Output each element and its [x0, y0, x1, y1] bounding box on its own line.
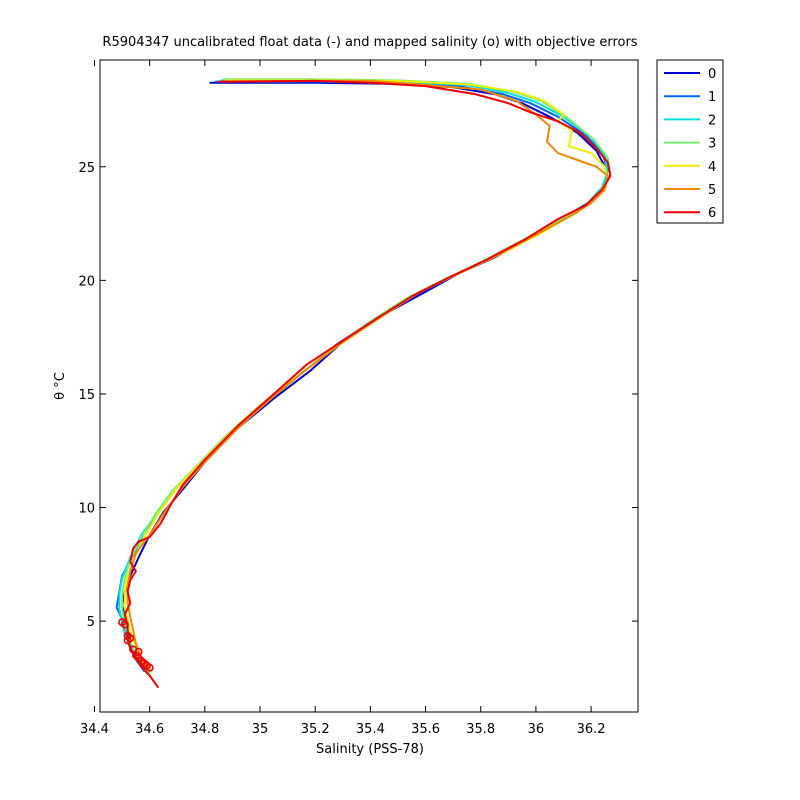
series-line-4: [123, 79, 609, 673]
mapped-points-layer: [118, 618, 154, 672]
x-tick-label: 34.4: [80, 722, 109, 737]
y-tick-label: 10: [78, 502, 95, 517]
y-tick-label: 20: [78, 274, 95, 289]
series-line-1: [115, 80, 609, 673]
x-tick-label: 36: [528, 722, 545, 737]
x-tick-label: 34.6: [135, 722, 164, 737]
x-axis-label: Salinity (PSS-78): [316, 742, 424, 757]
y-axis-label: θ °C: [53, 372, 68, 400]
series-line-6: [123, 79, 612, 688]
chart-title: R5904347 uncalibrated float data (-) and…: [102, 35, 637, 50]
series-line-3: [121, 78, 612, 675]
x-tick-label: 35.4: [356, 722, 385, 737]
legend-label-5: 5: [708, 183, 716, 198]
legend-label-6: 6: [708, 206, 716, 221]
legend-label-3: 3: [708, 137, 716, 152]
legend-label-4: 4: [708, 160, 716, 175]
x-tick-label: 35: [252, 722, 269, 737]
series-line-2: [118, 79, 609, 675]
x-tick-label: 35.6: [411, 722, 440, 737]
legend-label-2: 2: [708, 113, 716, 128]
series-layer: [115, 78, 612, 688]
x-tick-label: 34.8: [190, 722, 219, 737]
legend: 0 1 2 3 4 5 6: [656, 59, 724, 224]
series-line-5: [126, 79, 609, 670]
y-tick-label: 25: [78, 161, 95, 176]
series-line-0: [121, 81, 609, 670]
legend-label-1: 1: [708, 90, 716, 105]
legend-box: [656, 59, 724, 224]
y-tick-label: 15: [78, 388, 95, 403]
mapped-point: [145, 663, 154, 672]
plot-frame: [99, 59, 639, 713]
x-tick-label: 36.2: [577, 722, 606, 737]
y-tick-label: 5: [87, 615, 95, 630]
x-axis: 34.4 34.6 34.8 35 35.2 35.4 35.6 35.8 36 36.2: [80, 60, 606, 737]
legend-label-0: 0: [708, 67, 716, 82]
mapped-point: [123, 636, 132, 645]
x-tick-label: 35.2: [301, 722, 330, 737]
mapped-point: [120, 620, 129, 629]
y-axis: 5 10 15 20 25: [78, 161, 638, 630]
x-tick-label: 35.8: [466, 722, 495, 737]
